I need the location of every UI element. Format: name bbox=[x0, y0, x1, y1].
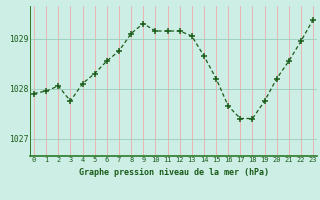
X-axis label: Graphe pression niveau de la mer (hPa): Graphe pression niveau de la mer (hPa) bbox=[79, 168, 268, 177]
